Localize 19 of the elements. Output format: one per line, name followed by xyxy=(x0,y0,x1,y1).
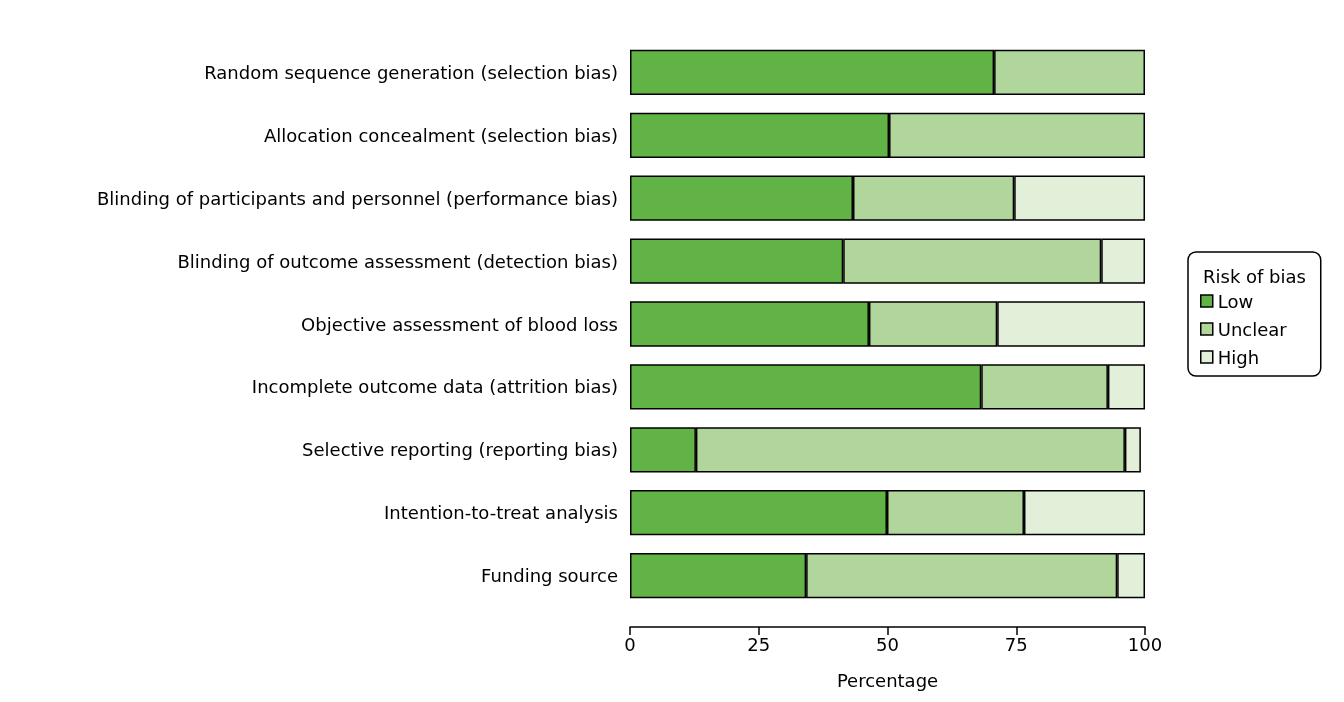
legend-label: Unclear xyxy=(1217,318,1288,340)
y-tick-label: Selective reporting (reporting bias) xyxy=(302,439,618,461)
y-tick-label: Blinding of participants and personnel (performance bias) xyxy=(96,187,618,209)
y-tick-label: Allocation concealment (selection bias) xyxy=(263,124,618,146)
y-tick-label: Random sequence generation (selection bias) xyxy=(204,61,618,83)
x-tick-label: 100 xyxy=(1127,633,1163,655)
y-tick-label: Objective assessment of blood loss xyxy=(301,313,618,335)
x-tick-label: 75 xyxy=(1004,633,1028,655)
y-tick-label: Blinding of outcome assessment (detection bias) xyxy=(177,250,618,272)
legend-label: Low xyxy=(1217,290,1254,312)
y-tick-label: Funding source xyxy=(481,565,618,587)
y-tick-label: Intention-to-treat analysis xyxy=(384,502,618,524)
legend-label: High xyxy=(1217,346,1260,368)
x-axis-title: Percentage xyxy=(836,669,939,691)
x-tick-label: 25 xyxy=(747,633,771,655)
x-tick-label: 0 xyxy=(624,633,636,655)
x-tick-label: 50 xyxy=(876,633,899,655)
y-tick-label: Incomplete outcome data (attrition bias) xyxy=(251,376,618,398)
legend-title: Risk of bias xyxy=(1203,265,1306,287)
